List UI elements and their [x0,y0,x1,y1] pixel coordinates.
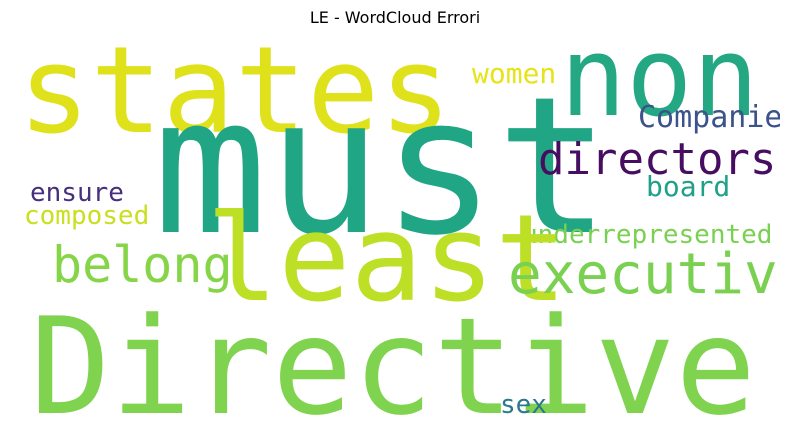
word-directors: directors [538,134,777,185]
word-composed: composed [24,201,150,231]
chart-title: LE - WordCloud Errori [309,8,481,27]
word-cloud: states non must women Companies director… [10,30,780,420]
word-board: board [646,170,731,203]
word-sex: sex [500,390,547,420]
word-must: must [153,56,611,277]
word-belong: belong [52,236,233,294]
word-states: states [18,30,452,161]
word-directive: Directive [30,289,757,420]
word-least: least [206,190,568,329]
word-executive: executive [508,242,780,307]
word-women: women [472,57,557,90]
word-ensure: ensure [30,178,124,208]
word-underrepresented: underrepresented [522,220,773,250]
word-companies: Companies [638,100,780,135]
word-non: non [560,30,759,141]
